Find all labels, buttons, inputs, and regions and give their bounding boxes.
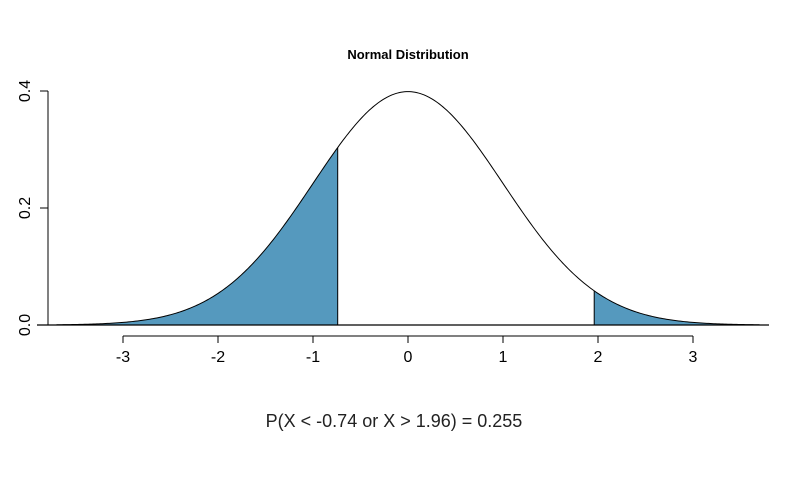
x-tick-label-2: -1	[306, 349, 320, 366]
x-tick-label-6: 3	[689, 349, 698, 366]
x-tick-label-1: -2	[211, 349, 225, 366]
y-tick-label-1: 0.2	[17, 197, 34, 219]
probability-annotation: P(X < -0.74 or X > 1.96) = 0.255	[266, 411, 523, 431]
x-axis: -3 -2 -1 0 1 2 3	[116, 335, 698, 366]
y-tick-label-2: 0.4	[17, 80, 34, 102]
density-curve-group	[56, 91, 760, 326]
shaded-regions	[56, 147, 760, 325]
density-curve	[56, 91, 760, 326]
y-tick-label-0: 0.0	[17, 314, 34, 336]
x-tick-label-4: 1	[499, 349, 508, 366]
shaded-region-2	[594, 290, 760, 325]
chart-title: Normal Distribution	[347, 47, 468, 62]
y-axis: 0.0 0.2 0.4	[17, 80, 49, 336]
x-tick-label-3: 0	[404, 349, 413, 366]
x-tick-label-0: -3	[116, 349, 130, 366]
x-tick-label-5: 2	[594, 349, 603, 366]
shaded-region-1	[56, 147, 338, 325]
